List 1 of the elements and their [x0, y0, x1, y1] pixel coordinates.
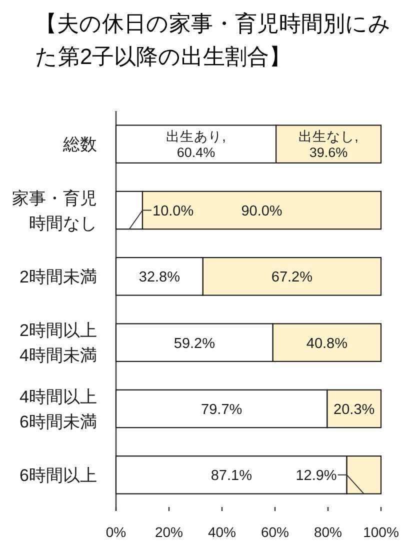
title: 【夫の休日の家事・育児時間別にみた第2子以降の出生割合】	[35, 11, 391, 69]
